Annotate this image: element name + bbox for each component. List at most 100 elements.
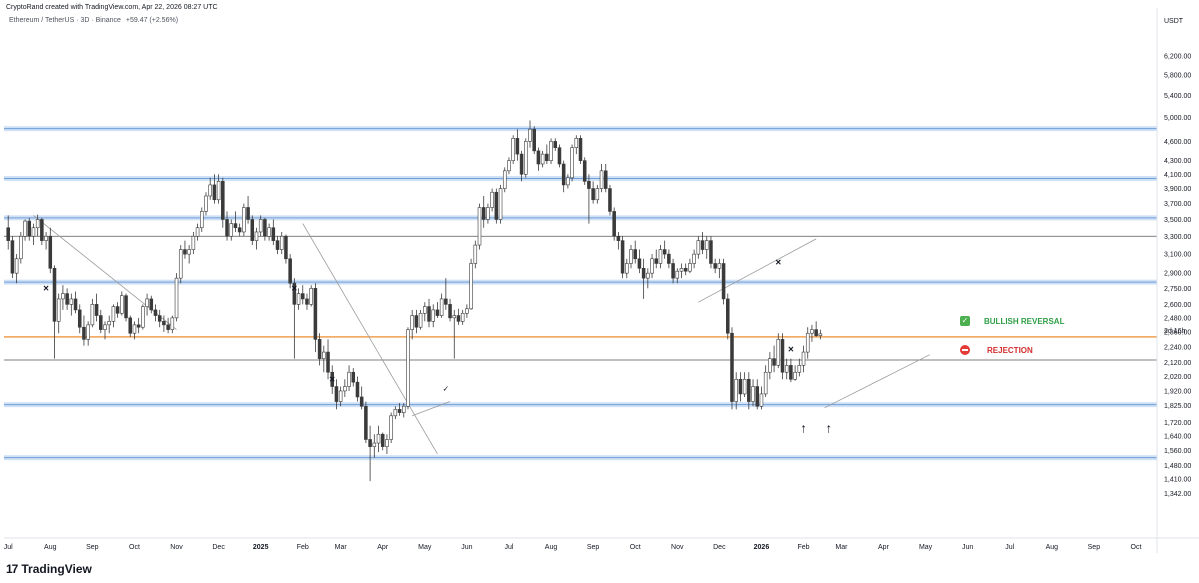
candle [423, 302, 427, 322]
symbol-legend[interactable]: Ethereum / TetherUS · 3D · Binance +59.4… [9, 17, 178, 24]
candle [258, 215, 263, 237]
candle-body [10, 240, 15, 274]
price-tick-label: 3,900.00 [1164, 186, 1191, 193]
check-marker: ✓ [442, 385, 449, 394]
candle [65, 288, 69, 310]
candle-body [545, 153, 549, 161]
candle [103, 321, 107, 340]
candle [557, 144, 562, 168]
candle-body [667, 253, 671, 264]
candle-body [776, 339, 781, 366]
candle [654, 249, 659, 269]
candle [578, 135, 583, 165]
candle [481, 195, 486, 228]
candle [401, 403, 406, 418]
candle-body [82, 326, 86, 340]
candle-body [675, 270, 680, 279]
time-tick-label: Aug [1046, 544, 1059, 551]
candle-body [410, 315, 414, 330]
x-marker: × [775, 258, 781, 269]
candle-body [237, 227, 242, 233]
candle [469, 258, 473, 310]
candle-body [380, 433, 385, 447]
candle [397, 403, 402, 416]
candle [637, 249, 642, 274]
candle [713, 258, 717, 274]
candle [166, 317, 170, 334]
candle-body [69, 298, 74, 305]
trend-line [698, 238, 817, 303]
candle-body [793, 371, 797, 380]
candle [574, 135, 579, 155]
candle-body [334, 386, 339, 402]
candle [751, 379, 755, 407]
candle-body [456, 315, 461, 322]
candle [372, 434, 377, 458]
candle [700, 231, 705, 255]
candle [679, 263, 684, 279]
candle-body [629, 249, 633, 264]
candle [124, 293, 128, 322]
bullish-reversal-label: BULLISH REVERSAL [984, 316, 1065, 326]
candle-body [465, 308, 469, 314]
candle [801, 345, 806, 373]
candle-body [654, 258, 659, 264]
time-tick-label: Aug [545, 544, 558, 551]
price-tick-label: 2,020.00 [1164, 374, 1191, 381]
time-tick-label: Feb [797, 544, 809, 551]
candle [246, 195, 250, 224]
candle [153, 304, 158, 322]
candle-body [587, 181, 591, 189]
candle-body [317, 339, 322, 359]
price-tick-label: 1,720.00 [1164, 420, 1191, 427]
candle [667, 249, 671, 269]
candle-body [637, 258, 642, 269]
time-tick-label: Feb [297, 544, 309, 551]
symbol-name: Ethereum / TetherUS · 3D · Binance [9, 17, 121, 24]
candle-body [730, 332, 734, 402]
candle-body [688, 263, 692, 272]
candle-body [641, 267, 646, 279]
candle-body [284, 235, 288, 260]
arrow-up-icon: ↑ [800, 420, 807, 435]
candle [532, 126, 536, 155]
candle-body [35, 219, 40, 229]
candle [612, 207, 616, 241]
candle [136, 317, 141, 334]
candle-body [427, 306, 431, 322]
candle [309, 285, 313, 307]
candle-body [355, 381, 360, 398]
candle [48, 227, 53, 274]
candle [789, 358, 793, 383]
candle [460, 309, 465, 325]
price-tick-label: 2,120.00 [1164, 360, 1191, 367]
candle-body [120, 295, 124, 314]
candle-body [620, 240, 625, 274]
candle [629, 245, 633, 269]
candle [317, 333, 322, 366]
price-tick-label: 3,700.00 [1164, 201, 1191, 208]
candle [162, 315, 166, 333]
candle [364, 401, 368, 444]
candle [515, 129, 520, 161]
candle [267, 223, 271, 241]
candle [174, 273, 179, 322]
price-tick-label: 1,825.00 [1164, 403, 1191, 410]
time-tick-label: Mar [335, 544, 348, 551]
candle [439, 293, 444, 318]
candle [671, 258, 675, 284]
candle-body [768, 358, 772, 373]
candle-body [77, 309, 82, 328]
candle-body [326, 351, 330, 373]
horizontal-levels [4, 126, 1157, 461]
tradingview-brand[interactable]: 17 TradingView [6, 562, 92, 576]
time-axis: Jul Aug Sep Oct Nov Dec 2025 Feb Mar Apr May Jun Jul… [4, 544, 1142, 551]
price-tick-label: 2,360.00 [1164, 330, 1191, 337]
candle [721, 258, 726, 305]
candle-body [726, 298, 730, 334]
candle [178, 245, 183, 284]
candle [73, 291, 78, 314]
candle [204, 192, 208, 216]
time-tick-label: Dec [713, 544, 726, 551]
